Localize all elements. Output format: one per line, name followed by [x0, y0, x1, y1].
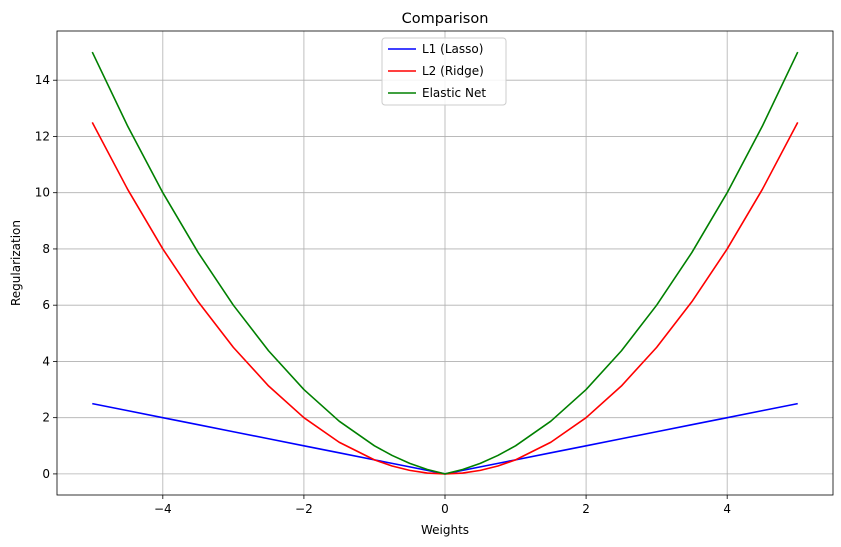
chart-title: Comparison: [402, 11, 489, 27]
legend-label: Elastic Net: [422, 86, 486, 100]
y-tick-label: 0: [42, 467, 50, 481]
legend-label: L1 (Lasso): [422, 42, 483, 56]
x-axis-label: Weights: [421, 523, 469, 537]
legend: L1 (Lasso) L2 (Ridge) Elastic Net: [381, 37, 507, 106]
x-tick-label: −2: [295, 502, 313, 516]
x-tick-label: 4: [723, 502, 731, 516]
y-tick-label: 2: [42, 411, 50, 425]
legend-box: [381, 37, 507, 106]
y-tick-label: 10: [35, 186, 50, 200]
y-tick-label: 4: [42, 354, 50, 368]
series-lines: [91, 51, 799, 475]
y-tick-label: 14: [35, 73, 50, 87]
y-tick-label: 6: [42, 298, 50, 312]
y-tick-label: 8: [42, 242, 50, 256]
y-tick-label: 12: [35, 129, 50, 143]
x-tick-label: −4: [154, 502, 172, 516]
grid-lines: [57, 31, 833, 495]
axis-ticks: −4 −2 0 2 4 0 2 4 6 8 10 12 14: [35, 73, 731, 516]
x-tick-label: 2: [582, 502, 590, 516]
x-tick-label: 0: [441, 502, 449, 516]
y-axis-label: Regularization: [9, 220, 23, 306]
series-line-2: [91, 51, 799, 475]
legend-label: L2 (Ridge): [422, 64, 484, 78]
